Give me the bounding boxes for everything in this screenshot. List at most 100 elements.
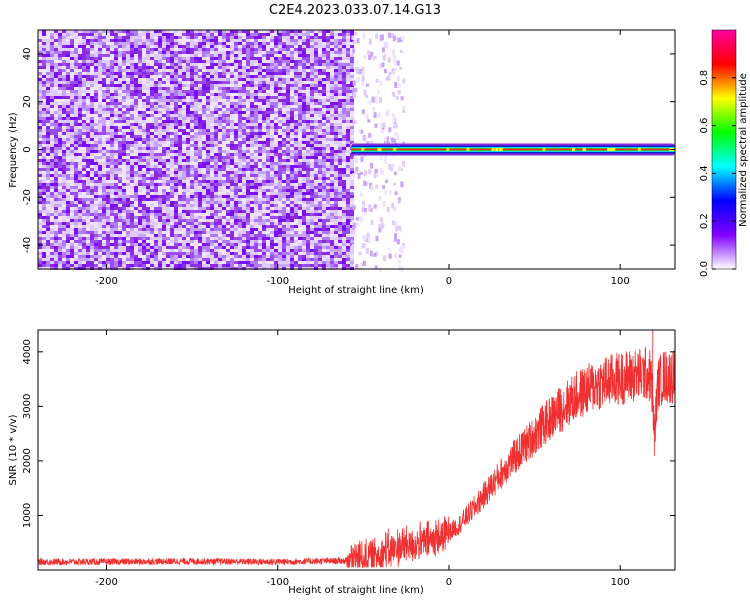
noise-cell: [98, 93, 102, 96]
noise-cell: [50, 264, 54, 267]
noise-cell: [110, 153, 114, 156]
noise-cell: [138, 201, 142, 204]
noise-cell: [202, 177, 206, 180]
noise-cell: [246, 48, 250, 51]
noise-cell: [162, 261, 166, 264]
noise-cell: [42, 39, 46, 42]
noise-cell: [138, 39, 142, 42]
noise-cell: [178, 219, 182, 222]
noise-cell: [182, 180, 186, 183]
noise-cell: [126, 156, 130, 159]
noise-cell: [42, 165, 46, 168]
noise-cell: [210, 30, 214, 33]
noise-cell: [146, 69, 150, 72]
noise-cell: [166, 156, 170, 159]
noise-cell: [286, 33, 290, 36]
noise-cell: [130, 144, 134, 147]
noise-cell: [134, 234, 138, 237]
noise-cell: [234, 234, 238, 237]
noise-cell: [38, 246, 42, 249]
noise-cell: [162, 237, 166, 240]
noise-cell: [122, 138, 126, 141]
noise-cell: [190, 147, 194, 150]
noise-cell: [210, 237, 214, 240]
noise-cell: [74, 126, 78, 129]
noise-cell: [194, 210, 198, 213]
noise-cell: [282, 207, 286, 210]
noise-cell: [146, 213, 150, 216]
noise-cell: [70, 120, 74, 123]
noise-cell: [286, 78, 290, 81]
noise-cell: [202, 165, 206, 168]
noise-cell: [218, 150, 222, 153]
noise-cell: [130, 249, 134, 252]
noise-cell: [78, 102, 82, 105]
noise-cell: [182, 243, 186, 246]
noise-cell: [98, 30, 102, 33]
noise-cell: [86, 87, 90, 90]
noise-cell: [282, 33, 286, 36]
noise-cell: [178, 144, 182, 147]
noise-cell: [254, 111, 258, 114]
noise-cell: [206, 72, 210, 75]
noise-cell: [274, 30, 278, 33]
noise-cell: [154, 162, 158, 165]
noise-cell: [234, 120, 238, 123]
noise-cell: [54, 45, 58, 48]
noise-cell: [70, 135, 74, 138]
noise-cell: [174, 66, 178, 69]
noise-cell: [166, 147, 170, 150]
noise-cell: [278, 69, 282, 72]
noise-cell: [262, 33, 266, 36]
noise-cell: [122, 156, 126, 159]
noise-cell: [118, 48, 122, 51]
noise-cell: [206, 240, 210, 243]
noise-cell: [270, 108, 274, 111]
noise-cell: [214, 96, 218, 99]
noise-cell: [82, 243, 86, 246]
noise-cell: [154, 120, 158, 123]
noise-cell: [278, 192, 282, 195]
noise-cell: [206, 198, 210, 201]
noise-cell: [102, 213, 106, 216]
noise-cell: [54, 186, 58, 189]
noise-cell: [210, 96, 214, 99]
noise-cell: [102, 66, 106, 69]
noise-cell: [230, 264, 234, 267]
noise-cell: [130, 66, 134, 69]
noise-cell: [198, 243, 202, 246]
noise-cell: [106, 96, 110, 99]
noise-cell: [182, 231, 186, 234]
noise-cell: [210, 207, 214, 210]
noise-cell: [66, 261, 70, 264]
noise-cell: [150, 114, 154, 117]
noise-cell: [94, 156, 98, 159]
noise-cell: [194, 36, 198, 39]
noise-cell: [210, 168, 214, 171]
noise-cell: [46, 216, 50, 219]
noise-cell: [90, 261, 94, 264]
spectrogram-cells: [38, 30, 675, 273]
noise-cell: [174, 168, 178, 171]
noise-cell: [274, 102, 278, 105]
noise-cell: [118, 126, 122, 129]
noise-cell: [154, 30, 158, 33]
noise-cell: [222, 261, 226, 264]
noise-cell: [254, 39, 258, 42]
noise-cell: [182, 237, 186, 240]
noise-cell: [238, 114, 242, 117]
noise-cell: [66, 204, 70, 207]
noise-cell: [162, 90, 166, 93]
noise-cell: [266, 210, 270, 213]
noise-cell: [162, 36, 166, 39]
noise-cell: [94, 87, 98, 90]
noise-cell: [106, 141, 110, 144]
noise-cell: [206, 261, 210, 264]
noise-cell: [118, 174, 122, 177]
noise-cell: [154, 213, 158, 216]
noise-cell: [74, 168, 78, 171]
noise-cell: [194, 261, 198, 264]
noise-cell: [38, 252, 42, 255]
noise-cell: [102, 45, 106, 48]
noise-cell: [202, 147, 206, 150]
